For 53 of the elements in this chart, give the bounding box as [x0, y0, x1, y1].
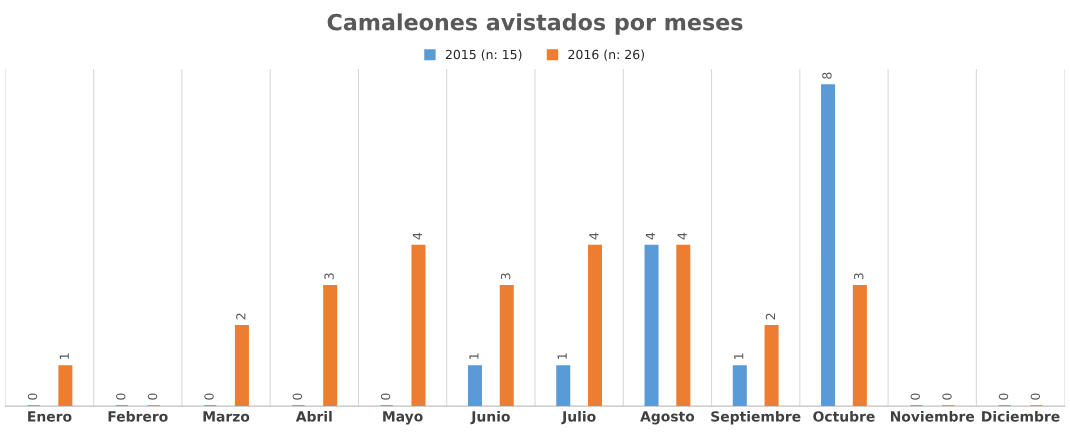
x-tick-label: Febrero — [108, 410, 168, 422]
data-label: 2 — [765, 313, 776, 320]
data-label: 0 — [1030, 393, 1041, 400]
bar — [58, 365, 73, 407]
data-label: 1 — [469, 353, 479, 360]
x-tick-label: Enero — [28, 411, 72, 422]
data-label: 2 — [236, 313, 246, 320]
data-label: 8 — [822, 72, 832, 79]
bar — [411, 244, 426, 407]
bar — [499, 284, 514, 407]
bar — [821, 84, 836, 407]
x-tick-label: Mayo — [383, 411, 423, 425]
x-tick-label: Octubre — [813, 410, 875, 422]
x-tick-label: Marzo — [203, 411, 250, 422]
bar — [588, 244, 603, 407]
data-label: 0 — [147, 393, 158, 400]
data-label: 1 — [59, 353, 69, 360]
bar — [467, 365, 482, 407]
data-label: 0 — [204, 393, 214, 400]
data-label: 3 — [854, 273, 864, 280]
x-tick-label: Diciembre — [982, 410, 1060, 422]
data-label: 1 — [557, 353, 567, 360]
legend-label: 2016 (n: 26) — [568, 49, 644, 61]
bar — [764, 325, 779, 407]
bar — [676, 244, 691, 407]
bar — [852, 284, 867, 407]
data-label: 0 — [998, 393, 1009, 400]
data-label: 4 — [645, 232, 655, 240]
data-label: 4 — [677, 232, 687, 240]
data-label: 3 — [324, 273, 334, 280]
x-tick-label: Abril — [295, 410, 332, 422]
legend-label: 2015 (n: 15) — [445, 49, 522, 61]
data-label: 0 — [27, 393, 38, 400]
x-tick-label: Septiembre — [711, 410, 801, 425]
bar — [234, 325, 249, 407]
x-tick-label: Junio — [470, 410, 510, 425]
data-label: 0 — [910, 393, 920, 400]
x-tick-label: Noviembre — [890, 410, 975, 422]
x-tick-label: Julio — [561, 410, 596, 425]
bar — [323, 284, 338, 407]
bar — [732, 365, 747, 407]
data-label: 3 — [500, 273, 511, 280]
data-label: 4 — [412, 232, 422, 240]
chart-title: Camaleones avistados por meses — [327, 13, 743, 35]
data-label: 0 — [116, 393, 126, 400]
bar — [644, 244, 659, 407]
data-label: 0 — [292, 393, 303, 400]
x-tick-label: Agosto — [640, 411, 695, 425]
data-label: 0 — [942, 393, 952, 400]
data-label: 4 — [589, 232, 599, 240]
data-label: 1 — [734, 353, 744, 360]
bar — [556, 365, 571, 407]
data-label: 0 — [380, 393, 391, 400]
